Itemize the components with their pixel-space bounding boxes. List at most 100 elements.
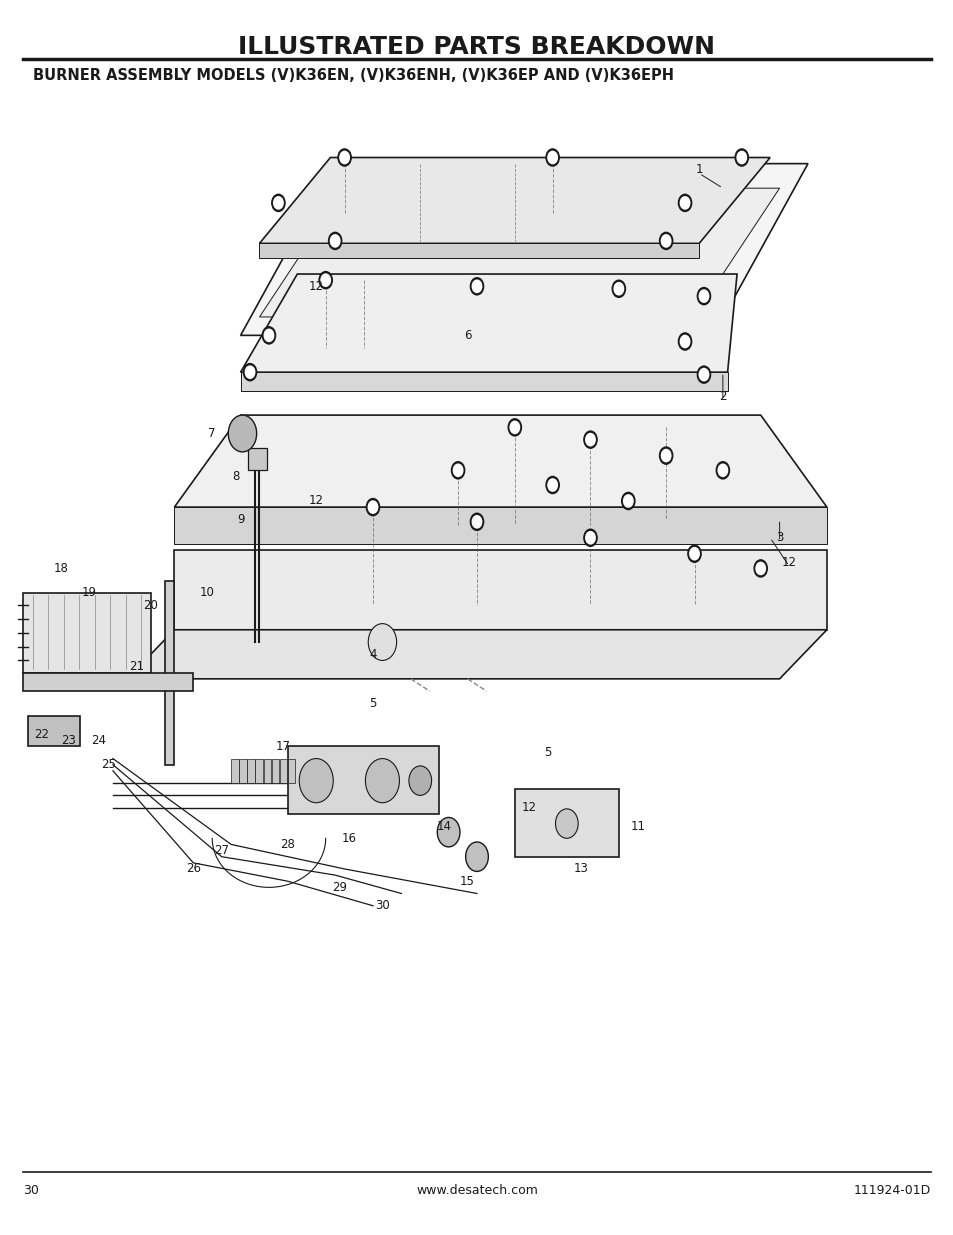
Polygon shape <box>259 243 699 258</box>
Text: 28: 28 <box>280 837 295 851</box>
Circle shape <box>697 288 710 305</box>
Polygon shape <box>240 274 737 372</box>
Circle shape <box>583 431 597 448</box>
Circle shape <box>612 280 625 298</box>
Text: 5: 5 <box>543 746 551 760</box>
Text: 6: 6 <box>463 329 471 342</box>
Circle shape <box>659 232 672 249</box>
Circle shape <box>623 495 633 508</box>
Circle shape <box>465 842 488 872</box>
Polygon shape <box>127 630 826 679</box>
Polygon shape <box>174 508 826 543</box>
Circle shape <box>545 477 558 494</box>
Text: 20: 20 <box>143 599 158 611</box>
Text: 22: 22 <box>34 727 50 741</box>
Circle shape <box>699 368 708 380</box>
Circle shape <box>262 327 275 345</box>
Text: 1: 1 <box>695 163 702 177</box>
Text: 12: 12 <box>521 802 536 814</box>
Circle shape <box>272 194 285 211</box>
Polygon shape <box>165 580 174 764</box>
Circle shape <box>621 493 635 510</box>
Circle shape <box>470 278 483 295</box>
Text: BURNER ASSEMBLY MODELS (V)K36EN, (V)K36ENH, (V)K36EP AND (V)K36EPH: BURNER ASSEMBLY MODELS (V)K36EN, (V)K36E… <box>32 68 673 83</box>
Text: 18: 18 <box>53 562 69 576</box>
Text: 14: 14 <box>436 820 451 832</box>
Bar <box>239 758 247 783</box>
Text: 23: 23 <box>61 734 76 747</box>
Circle shape <box>755 562 764 574</box>
Circle shape <box>318 272 332 289</box>
Circle shape <box>716 462 729 479</box>
Bar <box>272 758 279 783</box>
Circle shape <box>472 280 481 293</box>
Circle shape <box>245 366 254 378</box>
Circle shape <box>264 330 274 342</box>
Circle shape <box>365 758 399 803</box>
Circle shape <box>337 149 351 165</box>
Text: 8: 8 <box>232 471 239 483</box>
Text: 10: 10 <box>200 587 214 599</box>
Bar <box>263 758 271 783</box>
Bar <box>279 758 287 783</box>
Circle shape <box>678 333 691 350</box>
Circle shape <box>510 421 519 433</box>
Circle shape <box>659 447 672 464</box>
Text: 12: 12 <box>781 556 796 569</box>
Bar <box>255 758 263 783</box>
Circle shape <box>453 464 462 477</box>
Circle shape <box>320 274 330 287</box>
Circle shape <box>689 547 699 559</box>
Circle shape <box>368 624 396 661</box>
Text: 15: 15 <box>459 874 475 888</box>
Text: 19: 19 <box>82 587 96 599</box>
Polygon shape <box>259 158 769 243</box>
Circle shape <box>547 152 557 163</box>
Circle shape <box>585 531 595 543</box>
Text: 111924-01D: 111924-01D <box>853 1184 930 1197</box>
Text: 29: 29 <box>332 881 347 894</box>
Text: 7: 7 <box>209 427 215 440</box>
Circle shape <box>718 464 727 477</box>
Polygon shape <box>515 789 618 857</box>
Circle shape <box>451 462 464 479</box>
Text: 12: 12 <box>309 494 323 508</box>
Text: 17: 17 <box>275 740 291 753</box>
Circle shape <box>660 235 670 247</box>
Text: 25: 25 <box>101 758 115 771</box>
Polygon shape <box>174 550 826 630</box>
Circle shape <box>339 152 349 163</box>
Circle shape <box>555 809 578 839</box>
Circle shape <box>243 363 256 380</box>
Circle shape <box>547 479 557 492</box>
Text: 2: 2 <box>719 390 726 403</box>
Circle shape <box>328 232 341 249</box>
Text: 9: 9 <box>236 513 244 526</box>
Bar <box>288 758 295 783</box>
Circle shape <box>409 766 431 795</box>
Circle shape <box>697 366 710 383</box>
Text: 13: 13 <box>573 862 588 876</box>
Polygon shape <box>288 746 438 814</box>
Polygon shape <box>240 163 807 336</box>
Circle shape <box>585 433 595 446</box>
Circle shape <box>660 450 670 462</box>
Text: 26: 26 <box>186 862 200 876</box>
Text: 11: 11 <box>630 820 644 832</box>
Circle shape <box>436 818 459 847</box>
Text: 4: 4 <box>369 648 376 661</box>
Circle shape <box>228 415 256 452</box>
Bar <box>231 758 238 783</box>
Polygon shape <box>23 593 151 673</box>
Circle shape <box>472 516 481 527</box>
Polygon shape <box>240 372 727 390</box>
Circle shape <box>753 559 766 577</box>
Circle shape <box>508 419 521 436</box>
Circle shape <box>274 196 283 209</box>
Bar <box>248 448 267 471</box>
Bar <box>247 758 254 783</box>
Text: 3: 3 <box>775 531 782 545</box>
Polygon shape <box>28 715 80 746</box>
Text: 24: 24 <box>91 734 106 747</box>
Circle shape <box>678 194 691 211</box>
